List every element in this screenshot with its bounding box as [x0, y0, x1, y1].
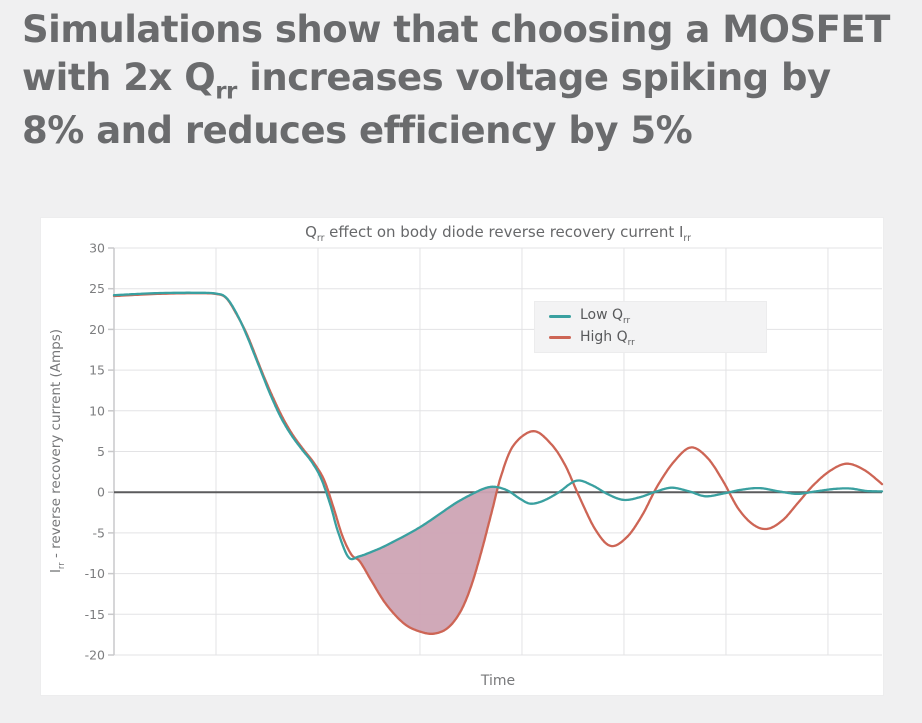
legend-label-low-qrr: Low Qrr	[580, 306, 631, 326]
svg-text:-20: -20	[85, 648, 105, 663]
headline: Simulations show that choosing a MOSFET …	[22, 8, 890, 152]
svg-text:5: 5	[97, 444, 105, 459]
x-axis-label: Time	[480, 673, 516, 689]
y-axis-label: Irr - reverse recovery current (Amps)	[48, 328, 66, 574]
plot-area: 30 25 20 15 10 5 0 -5 -10 -15 -20	[85, 241, 884, 663]
svg-text:25: 25	[89, 281, 105, 296]
svg-text:0: 0	[97, 485, 105, 500]
svg-text:10: 10	[89, 403, 105, 418]
svg-text:30: 30	[89, 241, 105, 256]
legend-item-high-qrr[interactable]: High Qrr	[549, 328, 766, 348]
svg-text:20: 20	[89, 322, 105, 337]
chart-title: Qrr effect on body diode reverse recover…	[305, 223, 691, 244]
chart-card: 30 25 20 15 10 5 0 -5 -10 -15 -20 Qrr effect on bo…	[40, 217, 884, 696]
legend-label-high-qrr: High Qrr	[580, 328, 635, 348]
legend: Low Qrr High Qrr	[534, 301, 767, 353]
high-qrr-line-swatch-icon	[549, 336, 571, 340]
legend-item-low-qrr[interactable]: Low Qrr	[549, 307, 766, 326]
svg-text:-15: -15	[85, 607, 105, 622]
svg-text:15: 15	[89, 363, 105, 378]
low-qrr-line-swatch-icon	[549, 314, 571, 318]
svg-text:-5: -5	[93, 525, 105, 540]
svg-text:-10: -10	[85, 566, 105, 581]
